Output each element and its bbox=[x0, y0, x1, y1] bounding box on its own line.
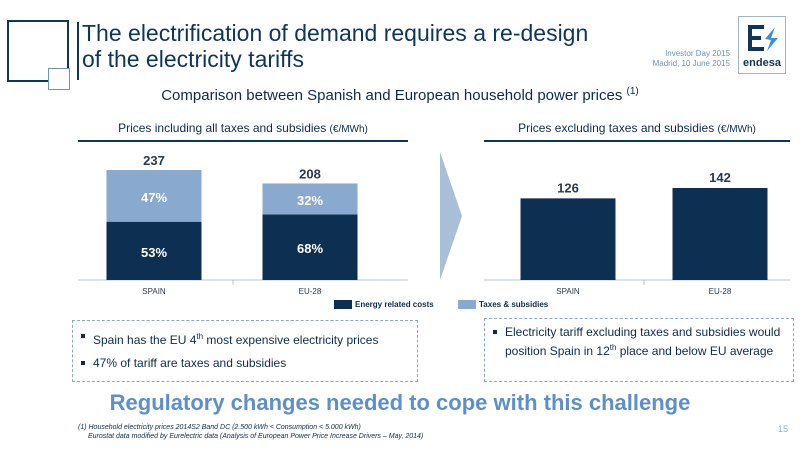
event-date: Madrid, 10 June 2015 bbox=[652, 59, 730, 68]
bar-taxes-eu-28 bbox=[262, 183, 358, 215]
bar-taxes-spain bbox=[106, 170, 202, 222]
right-bullet-1-text-end: place and below EU average bbox=[616, 344, 774, 358]
bar-total-label: 237 bbox=[143, 153, 165, 168]
category-label: EU-28 bbox=[299, 287, 322, 296]
footnote-line-1: (1) Household electricity prices 2014S2 … bbox=[78, 424, 361, 431]
event-info: Investor Day 2015 Madrid, 10 June 2015 bbox=[653, 49, 730, 69]
event-name: Investor Day 2015 bbox=[665, 49, 730, 58]
legend-taxes: Taxes & subsidies bbox=[458, 300, 549, 310]
endesa-logo: endesa bbox=[738, 16, 786, 74]
energy-share-label: 68% bbox=[297, 241, 323, 256]
right-insight-box: Electricity tariff excluding taxes and s… bbox=[484, 318, 794, 382]
legend-taxes-label: Taxes & subsidies bbox=[479, 300, 549, 309]
bar-value-label: 142 bbox=[709, 170, 731, 185]
logo-mark-icon bbox=[748, 25, 778, 51]
left-bullet-2-text: 47% of tariff are taxes and subsidies bbox=[93, 356, 287, 370]
footnote: (1) Household electricity prices 2014S2 … bbox=[78, 423, 423, 441]
bar-total-label: 208 bbox=[299, 166, 321, 181]
page-number: 15 bbox=[777, 424, 788, 434]
taxes-share-label: 47% bbox=[141, 190, 167, 205]
left-insight-box: Spain has the EU 4th most expensive elec… bbox=[72, 320, 418, 382]
bar-spain bbox=[520, 198, 616, 280]
left-bullet-1-text-end: most expensive electricity prices bbox=[203, 333, 379, 347]
right-bullet-1-sup: th bbox=[609, 343, 617, 352]
right-bar-chart: 126 SPAIN 142 EU-28 bbox=[484, 170, 790, 296]
left-panel-title-text: Prices including all taxes and subsidies bbox=[118, 121, 330, 135]
left-bullet-1-sup: th bbox=[196, 332, 204, 341]
title-line-1: The electrification of demand requires a… bbox=[82, 20, 589, 46]
taxes-share-label: 32% bbox=[297, 193, 323, 208]
right-panel-title: Prices excluding taxes and subsidies (€/… bbox=[484, 121, 790, 135]
left-bullet-1-text: Spain has the EU 4 bbox=[93, 333, 197, 347]
left-insight-bullet-1: Spain has the EU 4th most expensive elec… bbox=[79, 329, 411, 348]
arrow-right-icon bbox=[440, 152, 462, 280]
right-panel-rule bbox=[484, 140, 790, 142]
left-panel-unit: (€/MWh) bbox=[329, 124, 368, 135]
category-label: SPAIN bbox=[556, 287, 580, 296]
title-divider bbox=[77, 22, 79, 80]
decorative-square-large bbox=[7, 20, 69, 82]
legend-taxes-swatch bbox=[458, 300, 476, 310]
logo-text: endesa bbox=[743, 57, 781, 69]
category-label: EU-28 bbox=[709, 287, 732, 296]
left-stacked-bar-chart: 53% 47% 237 SPAIN 68% 32% 208 EU-28 bbox=[78, 153, 408, 296]
bar-eu-28 bbox=[672, 188, 768, 280]
energy-share-label: 53% bbox=[141, 245, 167, 260]
left-panel-rule bbox=[78, 140, 408, 142]
right-panel-title-text: Prices excluding taxes and subsidies bbox=[518, 121, 718, 135]
bar-value-label: 126 bbox=[557, 180, 579, 195]
subtitle-text: Comparison between Spanish and European … bbox=[161, 87, 627, 104]
legend-energy-swatch bbox=[334, 300, 352, 310]
left-panel-title: Prices including all taxes and subsidies… bbox=[78, 121, 408, 135]
right-panel-unit: (€/MWh) bbox=[717, 124, 756, 135]
left-insight-bullet-2: 47% of tariff are taxes and subsidies bbox=[79, 356, 411, 371]
right-insight-bullet-1: Electricity tariff excluding taxes and s… bbox=[491, 325, 787, 359]
decorative-square-small bbox=[48, 68, 70, 90]
right-bullet-1-text: Electricity tariff excluding taxes and s… bbox=[505, 325, 781, 358]
slide-subtitle: Comparison between Spanish and European … bbox=[0, 86, 800, 104]
page-title: The electrification of demand requires a… bbox=[82, 20, 622, 72]
conclusion-banner: Regulatory changes needed to cope with t… bbox=[109, 390, 691, 415]
title-line-2: of the electricity tariffs bbox=[82, 46, 304, 72]
footnote-line-2: Eurostat data modified by Eurelectric da… bbox=[88, 433, 424, 440]
bar-energy-eu-28 bbox=[262, 214, 358, 280]
bar-energy-spain bbox=[106, 221, 202, 280]
legend-energy-label: Energy related costs bbox=[355, 300, 434, 309]
subtitle-footnote-ref: (1) bbox=[626, 86, 639, 97]
category-label: SPAIN bbox=[142, 287, 166, 296]
legend-energy: Energy related costs bbox=[334, 300, 434, 310]
